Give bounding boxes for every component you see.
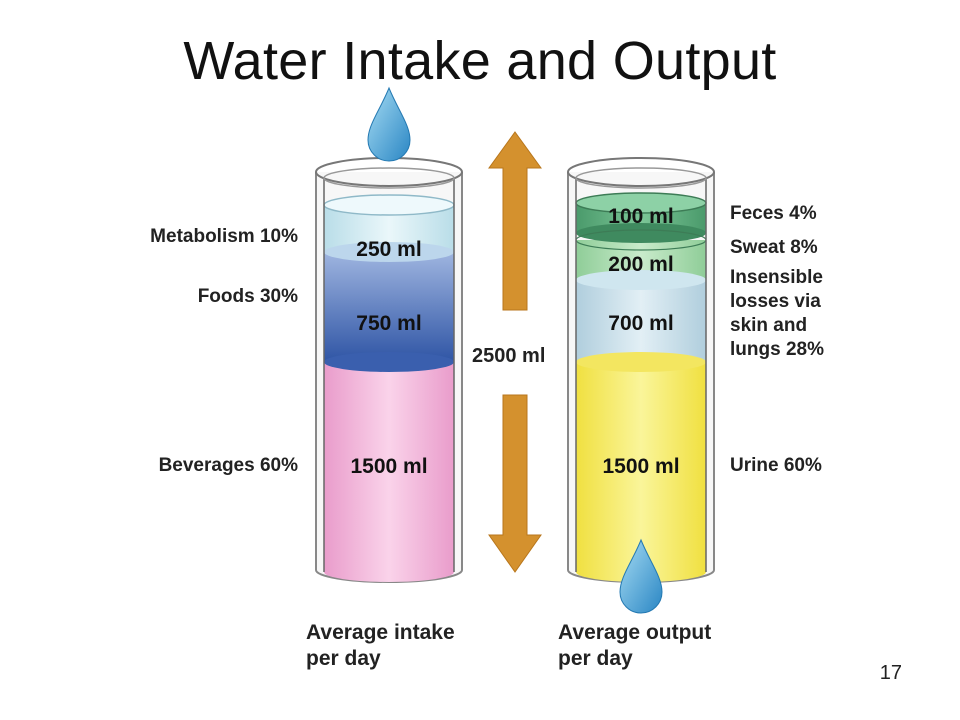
intake-caption: Average intake per day xyxy=(306,621,455,670)
water-drop-icon xyxy=(367,86,411,162)
intake-cylinder xyxy=(315,157,463,583)
intake-beverages-amount: 1500 ml xyxy=(350,455,428,478)
water-drop-icon xyxy=(619,538,663,614)
output-segment-urine xyxy=(576,362,706,572)
intake-metabolism-label: Metabolism 10% xyxy=(150,226,298,247)
output-sweat-amount: 200 ml xyxy=(608,253,674,276)
output-insensible-amount: 700 ml xyxy=(608,312,674,335)
output-segment-insensible xyxy=(576,280,706,362)
output-insensible-label: Insensible losses via skin and lungs 28% xyxy=(730,267,824,360)
arrow-down-icon xyxy=(488,394,542,573)
arrow-up-icon xyxy=(488,131,542,311)
intake-foods-amount: 750 ml xyxy=(356,312,422,335)
intake-segment-beverages xyxy=(324,362,454,572)
output-caption: Average output per day xyxy=(558,621,712,670)
intake-segment-foods xyxy=(324,252,454,362)
output-cylinder xyxy=(567,157,715,583)
intake-foods-label: Foods 30% xyxy=(197,286,298,307)
intake-beverages-label: Beverages 60% xyxy=(158,455,298,476)
output-sweat-label: Sweat 8% xyxy=(730,237,818,258)
output-urine-label: Urine 60% xyxy=(730,455,822,476)
slide-title: Water Intake and Output xyxy=(183,31,777,91)
output-feces-amount: 100 ml xyxy=(608,205,674,228)
output-urine-amount: 1500 ml xyxy=(602,455,680,478)
page-number: 17 xyxy=(879,662,902,684)
intake-metabolism-amount: 250 ml xyxy=(356,238,422,261)
output-feces-label: Feces 4% xyxy=(730,203,817,224)
daily-total-label: 2500 ml xyxy=(472,345,546,367)
